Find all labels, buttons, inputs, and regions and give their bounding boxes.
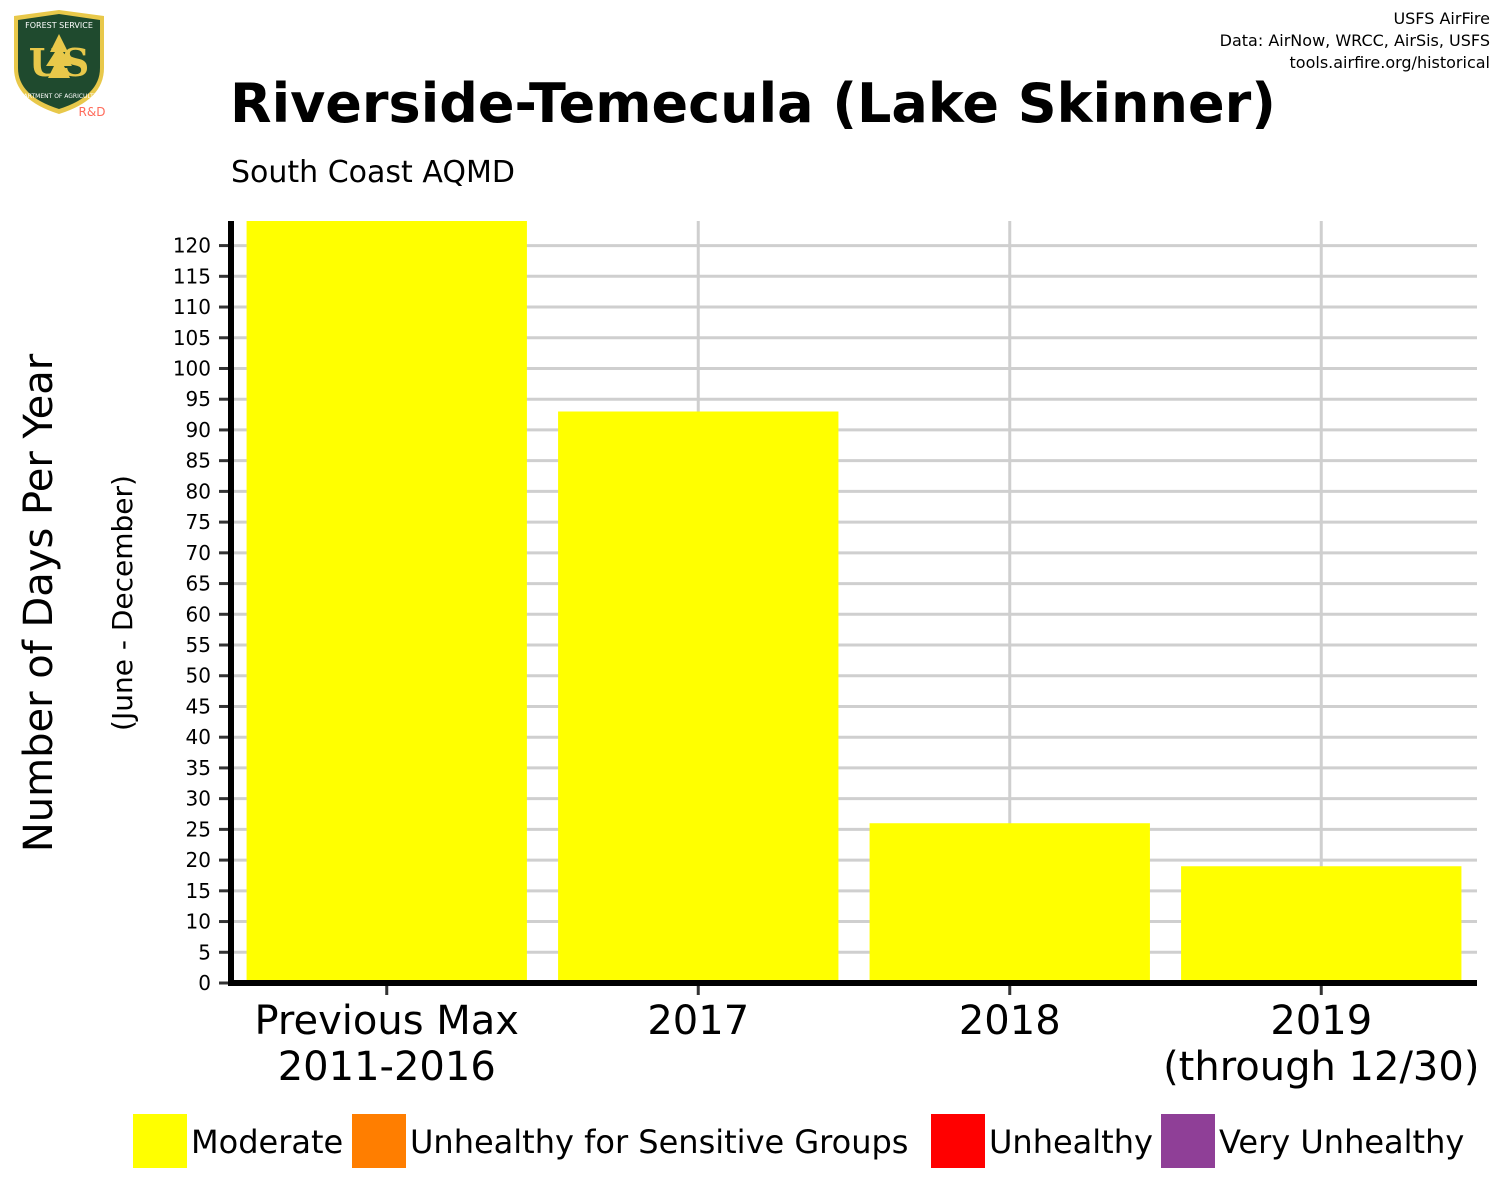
y-axis-sublabel: (June - December) bbox=[106, 475, 139, 731]
credit-org: USFS AirFire bbox=[1393, 9, 1490, 28]
y-tick-label: 110 bbox=[173, 295, 211, 319]
y-tick-label: 60 bbox=[186, 602, 211, 626]
y-tick-label: 10 bbox=[186, 910, 211, 934]
legend-swatch bbox=[133, 1114, 187, 1168]
y-tick-label: 35 bbox=[186, 756, 211, 780]
legend-swatch bbox=[1161, 1114, 1215, 1168]
bars bbox=[246, 221, 1462, 983]
y-tick-label: 15 bbox=[186, 879, 211, 903]
x-tick-label: (through 12/30) bbox=[1163, 1044, 1479, 1090]
y-tick-label: 105 bbox=[173, 326, 211, 350]
y-tick-label: 90 bbox=[186, 418, 211, 442]
y-tick-label: 25 bbox=[186, 817, 211, 841]
bar bbox=[246, 221, 527, 983]
y-ticks: 0 5 10 15 20 25 30 35 40 45 50 55 60 65 70 75 80 85 90 95 10… bbox=[173, 234, 228, 995]
y-tick-label: 65 bbox=[186, 572, 211, 596]
svg-text:DEPARTMENT OF AGRICULTURE: DEPARTMENT OF AGRICULTURE bbox=[12, 93, 106, 100]
y-tick-label: 120 bbox=[173, 234, 211, 258]
legend-swatch bbox=[931, 1114, 985, 1168]
y-tick-label: 30 bbox=[186, 787, 211, 811]
bar bbox=[869, 823, 1150, 983]
y-tick-label: 50 bbox=[186, 664, 211, 688]
legend-label: Unhealthy for Sensitive Groups bbox=[410, 1123, 908, 1161]
bar bbox=[1181, 866, 1462, 983]
y-tick-label: 95 bbox=[186, 387, 211, 411]
x-tick-label: 2017 bbox=[647, 998, 749, 1044]
legend-swatch bbox=[352, 1114, 406, 1168]
legend-label: Very Unhealthy bbox=[1219, 1123, 1464, 1161]
forest-service-logo: FOREST SERVICE US DEPARTMENT OF AGRICULT… bbox=[12, 10, 106, 119]
y-axis-label: Number of Days Per Year bbox=[16, 353, 62, 852]
y-tick-label: 20 bbox=[186, 848, 211, 872]
legend-label: Unhealthy bbox=[989, 1123, 1153, 1161]
y-tick-label: 55 bbox=[186, 633, 211, 657]
credit-data-sources: Data: AirNow, WRCC, AirSis, USFS bbox=[1219, 31, 1490, 50]
y-tick-label: 40 bbox=[186, 725, 211, 749]
y-tick-label: 100 bbox=[173, 356, 211, 380]
x-tick-label: 2011-2016 bbox=[278, 1044, 496, 1090]
svg-text:R&D: R&D bbox=[79, 105, 106, 119]
y-tick-label: 80 bbox=[186, 479, 211, 503]
credits: USFS AirFire Data: AirNow, WRCC, AirSis,… bbox=[1220, 8, 1490, 74]
y-tick-label: 115 bbox=[173, 264, 211, 288]
y-tick-label: 45 bbox=[186, 694, 211, 718]
legend: Moderate Unhealthy for Sensitive Groups Un… bbox=[133, 1114, 1464, 1168]
y-tick-label: 5 bbox=[198, 940, 211, 964]
y-tick-label: 85 bbox=[186, 449, 211, 473]
svg-text:FOREST SERVICE: FOREST SERVICE bbox=[25, 21, 93, 30]
legend-label: Moderate bbox=[191, 1123, 343, 1161]
y-tick-label: 75 bbox=[186, 510, 211, 534]
x-tick-label: 2019 bbox=[1270, 998, 1372, 1044]
axes bbox=[228, 221, 1477, 986]
y-tick-label: 70 bbox=[186, 541, 211, 565]
y-tick-label: 0 bbox=[198, 971, 211, 995]
x-tick-label: 2018 bbox=[959, 998, 1061, 1044]
credit-url: tools.airfire.org/historical bbox=[1289, 53, 1490, 72]
bar bbox=[558, 411, 839, 983]
chart-subtitle: South Coast AQMD bbox=[231, 155, 515, 190]
x-tick-label: Previous Max bbox=[255, 998, 519, 1044]
chart-title: Riverside-Temecula (Lake Skinner) bbox=[230, 72, 1276, 135]
